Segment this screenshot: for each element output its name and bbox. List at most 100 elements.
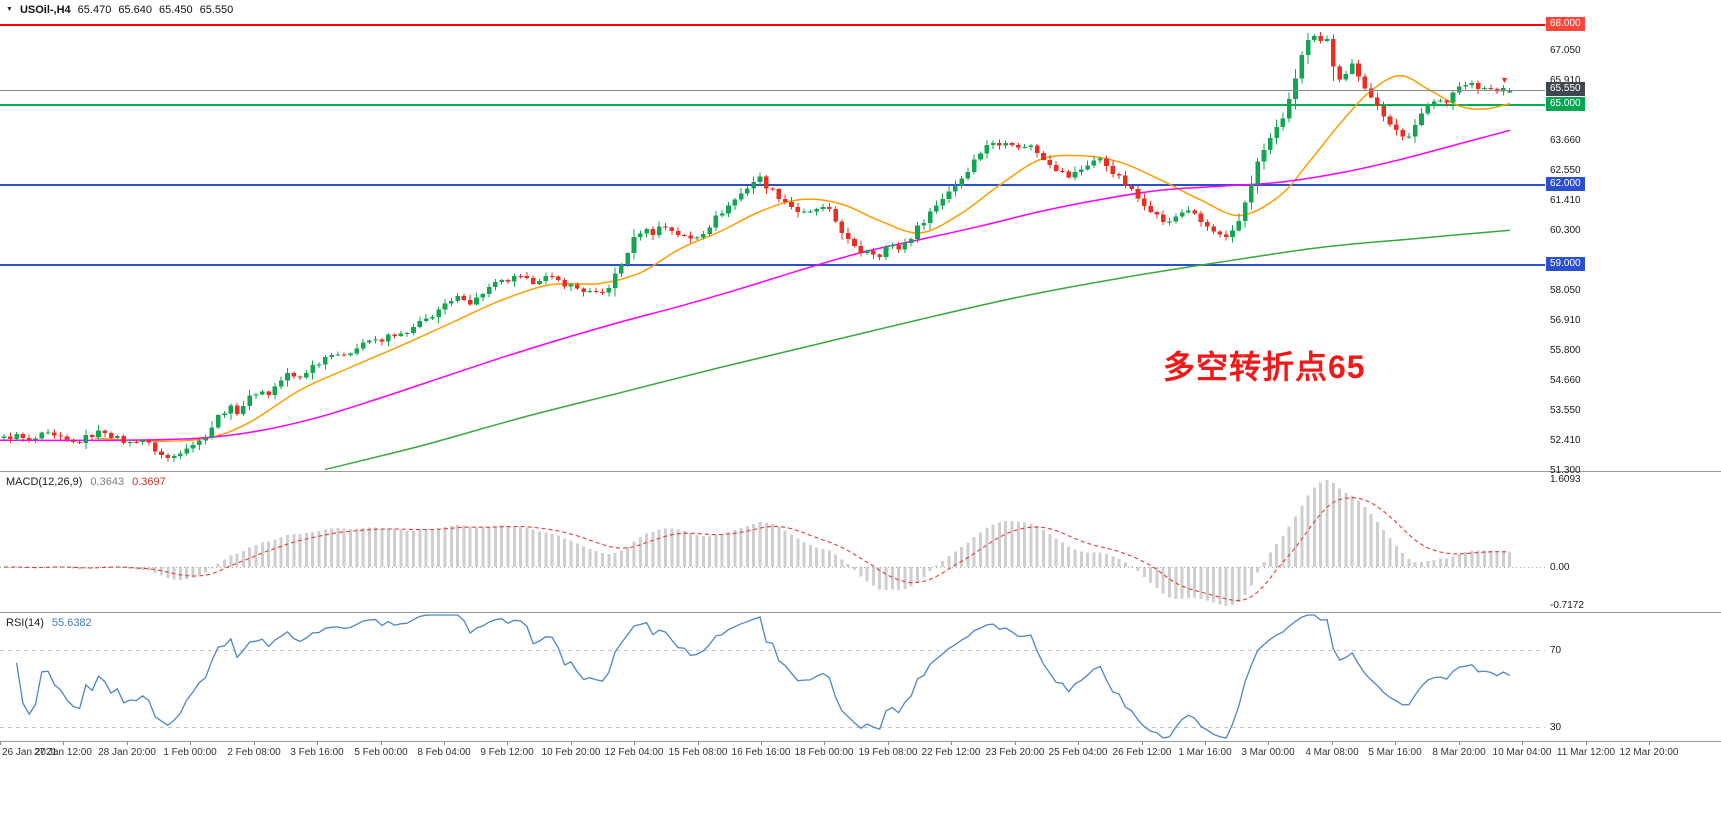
- candle-up: [1343, 73, 1349, 80]
- macd-hist-bar: [46, 566, 50, 567]
- macd-hist-bar: [355, 528, 359, 567]
- macd-hist-bar: [871, 567, 875, 586]
- rsi-value: 55.6382: [51, 617, 92, 629]
- macd-hist-bar: [27, 567, 31, 569]
- candle-up: [612, 273, 618, 289]
- macd-hist-bar: [714, 534, 718, 567]
- candle-up: [808, 211, 813, 213]
- macd-hist-bar: [582, 546, 586, 567]
- macd-hist-bar: [1186, 567, 1190, 599]
- candle-down: [764, 176, 769, 189]
- macd-hist-bar: [1092, 552, 1096, 567]
- macd-main-value: 0.3643: [90, 476, 125, 488]
- candle-up: [209, 427, 215, 439]
- candle-up: [757, 176, 763, 183]
- candle-down: [467, 300, 473, 305]
- ohlc-close-value: 65.550: [199, 4, 234, 16]
- candle-up: [1173, 216, 1179, 222]
- time-axis-label: 1 Mar 16:00: [1178, 747, 1232, 758]
- candle-up: [178, 453, 183, 457]
- candle-down: [58, 435, 63, 437]
- candle-up: [171, 456, 177, 458]
- candle-down: [852, 239, 857, 247]
- macd-hist-bar: [1224, 567, 1228, 606]
- candle-up: [656, 226, 662, 235]
- price-axis-label: 67.050: [1550, 45, 1581, 56]
- macd-hist-bar: [374, 527, 378, 567]
- macd-hist-bar: [689, 533, 693, 567]
- macd-hist-bar: [916, 567, 919, 582]
- candle-up: [537, 280, 542, 284]
- macd-hist-bar: [909, 567, 913, 587]
- macd-hist-bar: [563, 538, 567, 567]
- time-axis-label: 25 Feb 04:00: [1048, 747, 1108, 758]
- macd-hist-bar: [1243, 567, 1247, 596]
- candle-down: [1394, 124, 1399, 131]
- macd-hist-bar: [1388, 538, 1392, 567]
- candle-down: [461, 295, 467, 301]
- candle-up: [1312, 35, 1317, 41]
- candle-down: [102, 430, 108, 433]
- macd-hist-bar: [853, 567, 856, 570]
- candle-down: [1066, 171, 1071, 178]
- time-axis-label: 18 Feb 00:00: [794, 747, 854, 758]
- ma-line-mid-ma: [0, 129, 1511, 442]
- macd-hist-bar: [103, 566, 107, 567]
- candle-up: [228, 405, 234, 414]
- macd-hist-bar: [1231, 567, 1234, 606]
- candle-down: [896, 244, 901, 250]
- candle-down: [1375, 97, 1380, 106]
- macd-hist-bar: [1016, 521, 1020, 567]
- macd-hist-bar: [607, 554, 611, 567]
- candle-up: [430, 317, 435, 319]
- macd-hist-bar: [1432, 559, 1436, 567]
- macd-hist-bar: [846, 564, 850, 567]
- macd-hist-bar: [1073, 549, 1077, 567]
- price-axis-label: 53.550: [1550, 405, 1581, 416]
- candle-up: [738, 193, 744, 200]
- macd-axis-label: 0.00: [1550, 562, 1570, 573]
- macd-hist-bar: [928, 567, 932, 572]
- candle-up: [908, 239, 914, 244]
- candle-up: [814, 208, 819, 212]
- symbol-dropdown-icon[interactable]: ▼: [6, 5, 13, 13]
- macd-hist-bar: [134, 567, 138, 570]
- candle-down: [1331, 38, 1336, 67]
- candle-up: [915, 225, 920, 240]
- candle-down: [392, 334, 397, 336]
- candle-up: [285, 373, 290, 381]
- macd-hist-bar: [1155, 567, 1159, 589]
- candle-down: [581, 288, 586, 293]
- candle-down: [89, 434, 95, 438]
- candle-up: [1406, 136, 1412, 138]
- candles: [1, 31, 1512, 462]
- candle-down: [1475, 83, 1481, 89]
- candle-up: [1425, 104, 1431, 114]
- candle-down: [549, 276, 555, 278]
- candle-down: [845, 233, 851, 240]
- macd-hist-bar: [531, 529, 535, 567]
- candle-up: [934, 205, 939, 212]
- candle-down: [52, 432, 57, 436]
- time-axis-label: 26 Jan 2021: [2, 747, 58, 758]
- candle-down: [1400, 130, 1405, 137]
- time-axis-label: 9 Feb 12:00: [480, 747, 534, 758]
- candle-up: [619, 264, 624, 274]
- candle-down: [1381, 105, 1386, 117]
- candle-down: [108, 432, 114, 438]
- macd-hist-bar: [1319, 482, 1323, 567]
- macd-hist-bar: [1489, 550, 1493, 567]
- macd-hist-bar: [626, 546, 630, 567]
- candle-up: [1179, 212, 1185, 217]
- candle-down: [165, 454, 171, 458]
- candle-up: [278, 380, 284, 387]
- macd-hist-bar: [1331, 482, 1335, 567]
- macd-hist-bar: [487, 526, 491, 567]
- macd-signal-line: [3, 497, 1510, 602]
- macd-hist-bar: [342, 528, 346, 567]
- macd-hist-bar: [1464, 552, 1468, 567]
- macd-hist-bar: [991, 524, 995, 567]
- macd-hist-bar: [430, 529, 434, 567]
- candle-down: [1362, 76, 1368, 89]
- time-axis-label: 12 Mar 20:00: [1619, 747, 1679, 758]
